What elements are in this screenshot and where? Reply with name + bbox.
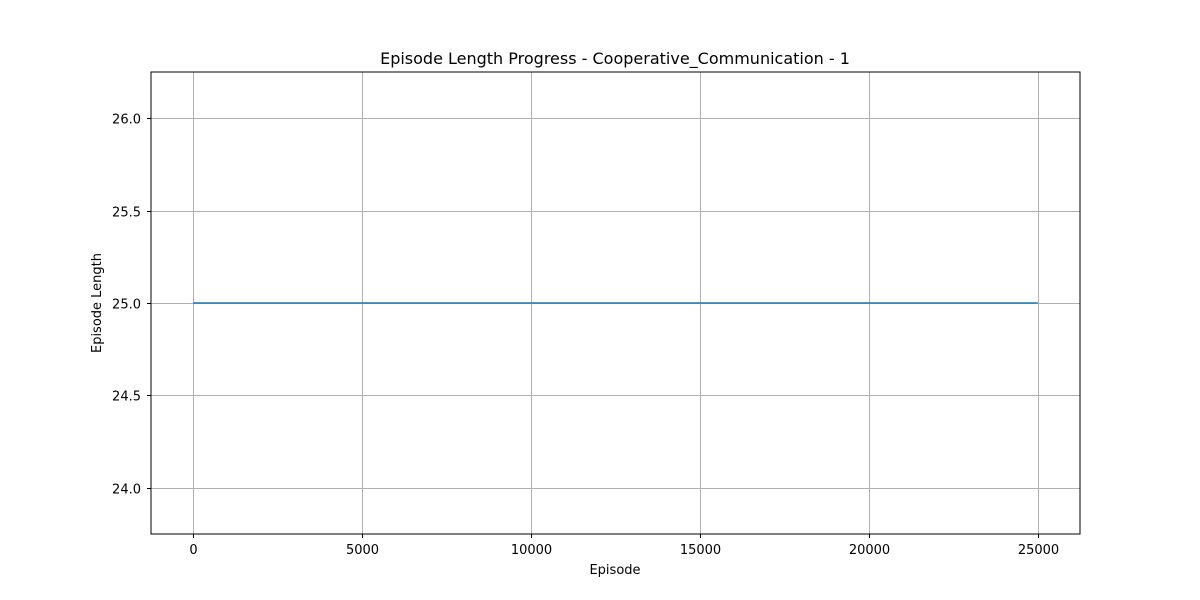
x-tick-label: 5000 xyxy=(346,543,379,558)
x-tick-label: 20000 xyxy=(849,543,890,558)
y-tick-label: 25.5 xyxy=(112,206,141,221)
x-tick-label: 10000 xyxy=(511,543,552,558)
y-tick-label: 24.0 xyxy=(112,483,141,498)
y-tick-label: 26.0 xyxy=(112,113,141,128)
x-tick-label: 25000 xyxy=(1018,543,1059,558)
y-tick-label: 25.0 xyxy=(112,298,141,313)
x-tick-label: 0 xyxy=(189,543,197,558)
x-axis-label: Episode xyxy=(589,563,640,578)
y-axis-label: Episode Length xyxy=(90,253,105,353)
axis-ticks: 0 5000 10000 15000 20000 25000 24.0 24.5 25.0 25.… xyxy=(112,113,1059,559)
y-tick-label: 24.5 xyxy=(112,390,141,405)
chart-title: Episode Length Progress - Cooperative_Co… xyxy=(380,49,850,69)
x-tick-label: 15000 xyxy=(680,543,721,558)
